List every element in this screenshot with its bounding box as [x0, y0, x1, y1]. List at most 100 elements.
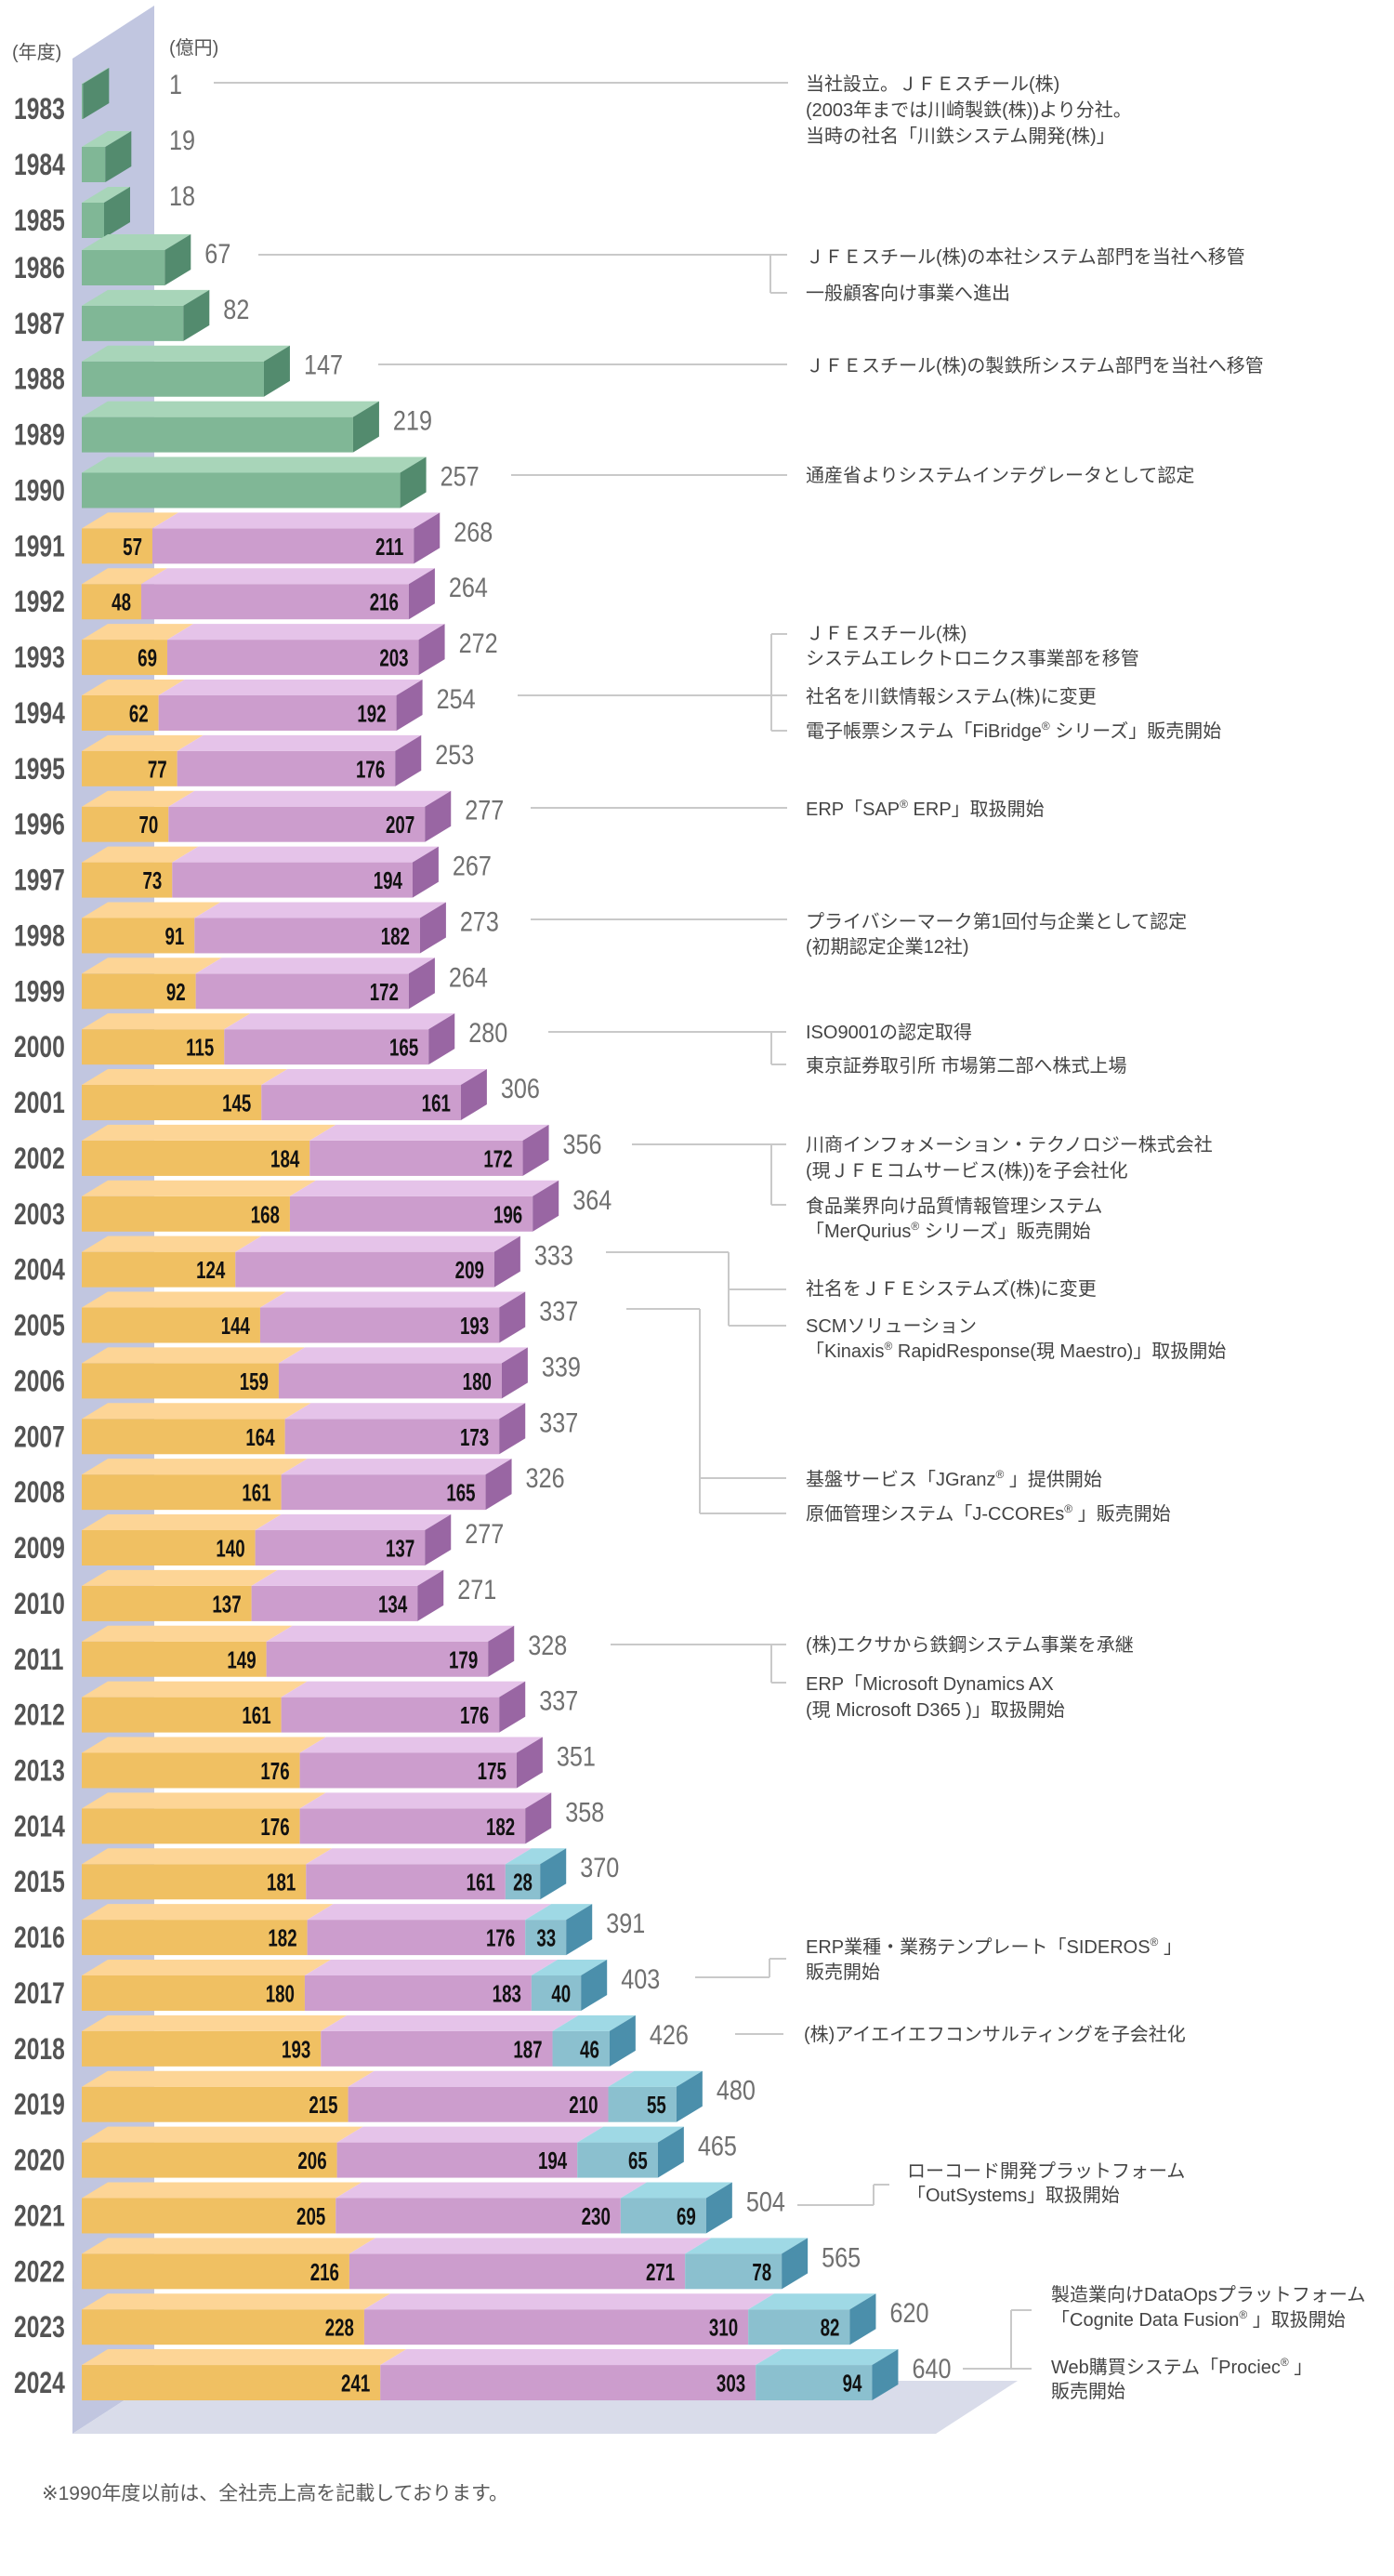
- year-label: 2008: [14, 1476, 65, 1510]
- event-text: システムエレクトロニクス事業部を移管: [806, 648, 1139, 669]
- bar-segment-top-purple: [172, 846, 439, 863]
- registered-mark: ®: [1281, 2356, 1289, 2369]
- total-value-label: 480: [717, 2075, 756, 2107]
- bar-segment-top-orange: [82, 1180, 316, 1196]
- text-run: ERP「SAP: [806, 799, 900, 820]
- bar-1992: 48 216 1992 264: [14, 568, 488, 620]
- segment-value-label: 62: [129, 699, 149, 727]
- bar-segment-front-green: [82, 84, 84, 119]
- segment-value-label: 82: [821, 2314, 840, 2342]
- segment-value-label: 176: [260, 1813, 289, 1841]
- segment-value-label: 179: [449, 1645, 478, 1673]
- year-label: 2011: [14, 1644, 64, 1677]
- bar-segment-front-purple: [281, 1474, 486, 1511]
- bar-segment-top-purple: [151, 512, 441, 529]
- text-run: 一般顧客向け事業へ進出: [806, 283, 1010, 304]
- year-label: 2015: [14, 1866, 65, 1899]
- total-value-label: 268: [454, 516, 493, 548]
- bar-segment-front-purple: [278, 1363, 502, 1399]
- bar-segment-front-orange: [82, 806, 169, 842]
- bar-segment-top-green: [82, 401, 379, 417]
- event-text: 川商インフォメーション・テクノロジー株式会社: [806, 1134, 1213, 1156]
- bar-side-purple: [412, 846, 439, 898]
- bar-2000: 115 165 2000 280: [14, 1013, 507, 1065]
- total-value-label: 257: [441, 460, 480, 492]
- bar-segment-front-blue: [577, 2142, 658, 2178]
- year-label: 1990: [14, 474, 65, 508]
- segment-value-label: 175: [478, 1757, 506, 1785]
- segment-value-label: 194: [374, 866, 403, 894]
- event-text: ERP「Microsoft Dynamics AX: [806, 1673, 1054, 1695]
- event-text: 社名を川鉄情報システム(株)に変更: [806, 686, 1097, 707]
- bar-segment-top-orange: [82, 958, 222, 974]
- text-run: 」: [1158, 1937, 1182, 1958]
- total-value-label: 391: [606, 1908, 645, 1939]
- segment-value-label: 192: [357, 699, 386, 727]
- text-run: SCMソリューション: [806, 1316, 977, 1337]
- segment-value-label: 164: [245, 1423, 275, 1451]
- year-label: 2007: [14, 1420, 65, 1454]
- bar-segment-top-purple: [289, 1180, 559, 1196]
- event-text: ローコード開発プラットフォーム: [907, 2160, 1185, 2182]
- bar-segment-top-orange: [82, 1904, 334, 1921]
- year-label: 1985: [14, 205, 65, 238]
- event-text: (現ＪＦＥコムサービス(株))を子会社化: [806, 1160, 1128, 1182]
- bar-segment-front-purple: [224, 1029, 429, 1065]
- bar-side-purple: [533, 1180, 559, 1232]
- text-run: Web購買システム「Prociec: [1051, 2357, 1281, 2378]
- bar-segment-top-blue: [552, 2015, 636, 2031]
- registered-mark: ®: [884, 1340, 892, 1353]
- bar-2009: 140 137 2009 277: [14, 1514, 504, 1566]
- bar-segment-front-green: [82, 203, 104, 238]
- bar-2013: 176 175 2013 351: [14, 1737, 596, 1789]
- text-run: 「MerQurius: [806, 1221, 911, 1242]
- bar-segment-top-purple: [261, 1069, 487, 1086]
- event-text: (株)エクサから鉄鋼システム事業を承継: [806, 1634, 1134, 1656]
- text-run: ＪＦＥスチール(株)の製鉄所システム部門を当社へ移管: [806, 355, 1264, 376]
- bar-side-purple: [418, 624, 445, 676]
- total-value-label: 565: [822, 2241, 861, 2273]
- bar-segment-top-purple: [166, 624, 445, 641]
- total-value-label: 328: [528, 1630, 567, 1661]
- year-label: 1984: [14, 149, 65, 182]
- segment-value-label: 183: [493, 1979, 521, 2007]
- event-group-2011: (株)エクサから鉄鋼システム事業を承継 ERP「Microsoft Dynamic…: [611, 1634, 1134, 1721]
- segment-value-label: 165: [389, 1034, 418, 1062]
- total-value-label: 277: [465, 795, 504, 826]
- segment-value-label: 91: [164, 922, 184, 950]
- bar-1985: 1985 18: [14, 180, 195, 238]
- event-group-2017: ERP業種・業務テンプレート「SIDEROS® 」販売開始: [695, 1935, 1182, 1983]
- text-run: ローコード開発プラットフォーム: [907, 2160, 1185, 2182]
- total-value-label: 337: [539, 1685, 578, 1717]
- event-group-2018: (株)アイエイエフコンサルティングを子会社化: [735, 2024, 1186, 2045]
- bar-side-purple: [488, 1625, 515, 1677]
- event-text: 食品業界向け品質情報管理システム: [806, 1196, 1102, 1217]
- bar-segment-top-blue: [685, 2238, 809, 2254]
- bar-segment-front-orange: [82, 694, 159, 731]
- bar-segment-top-orange: [82, 1681, 308, 1698]
- year-label: 2024: [14, 2367, 65, 2400]
- bar-2004: 124 209 2004 333: [14, 1235, 573, 1288]
- bar-2012: 161 176 2012 337: [14, 1681, 578, 1733]
- bar-segment-top-orange: [82, 1347, 305, 1364]
- year-label: 2010: [14, 1588, 65, 1621]
- text-run: ISO9001の認定取得: [806, 1022, 972, 1043]
- segment-value-label: 144: [221, 1312, 251, 1340]
- text-run: ERP「Microsoft Dynamics AX: [806, 1673, 1054, 1695]
- bar-segment-front-purple: [307, 1920, 526, 1956]
- bar-2011: 149 179 2011 328: [14, 1625, 567, 1677]
- bar-segment-top-orange: [82, 2126, 363, 2143]
- text-run: 食品業界向け品質情報管理システム: [806, 1196, 1102, 1217]
- bar-segment-top-blue: [505, 1848, 567, 1865]
- text-run: ERP業種・業務テンプレート「SIDEROS: [806, 1936, 1151, 1958]
- bar-segment-top-purple: [309, 1124, 549, 1141]
- text-run: (2003年までは川崎製鉄(株))より分社。: [806, 99, 1132, 121]
- segment-value-label: 176: [260, 1757, 289, 1785]
- bar-segment-front-purple: [335, 2198, 621, 2234]
- year-label: 2021: [14, 2200, 65, 2233]
- segment-value-label: 65: [628, 2147, 648, 2174]
- event-text: ISO9001の認定取得: [806, 1022, 972, 1043]
- event-text: 社名をＪＦＥシステムズ(株)に変更: [806, 1278, 1097, 1300]
- bar-segment-front-purple: [336, 2142, 578, 2178]
